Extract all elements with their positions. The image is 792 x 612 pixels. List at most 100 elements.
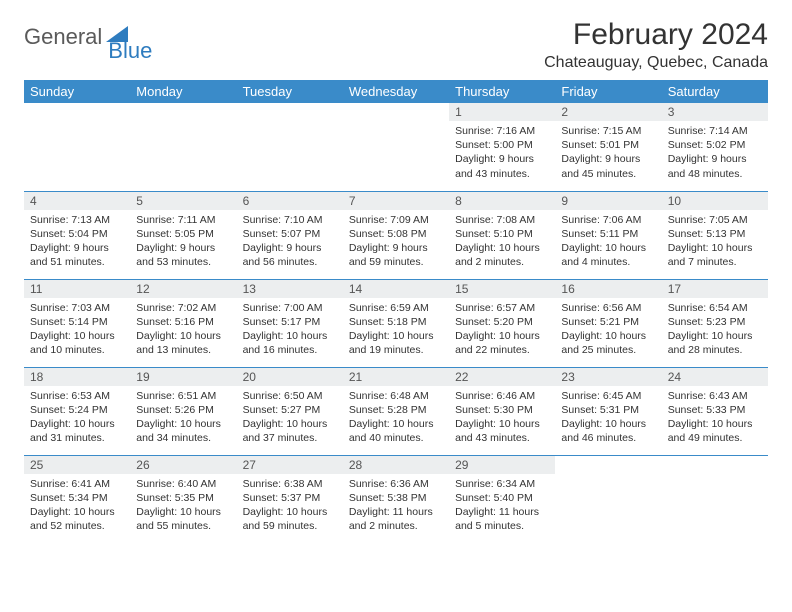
day-details: Sunrise: 6:45 AMSunset: 5:31 PMDaylight:…	[555, 386, 661, 450]
daylight-text: Daylight: 10 hours and 37 minutes.	[243, 417, 337, 445]
sunrise-text: Sunrise: 7:05 AM	[668, 213, 762, 227]
sunrise-text: Sunrise: 6:59 AM	[349, 301, 443, 315]
calendar-week-row: 18 Sunrise: 6:53 AMSunset: 5:24 PM Dayligh…	[24, 367, 768, 455]
day-number: 3	[662, 103, 768, 121]
weekday-header: Sunday	[24, 80, 130, 103]
day-number: 6	[237, 192, 343, 210]
day-details: Sunrise: 6:50 AMSunset: 5:27 PMDaylight:…	[237, 386, 343, 450]
month-title: February 2024	[544, 18, 768, 52]
sunrise-text: Sunrise: 7:08 AM	[455, 213, 549, 227]
calendar-day-cell: 18Sunrise: 6:53 AMSunset: 5:24 PMDayligh…	[24, 367, 130, 455]
day-number: 28	[343, 456, 449, 474]
day-details: Sunrise: 6:59 AMSunset: 5:18 PMDaylight:…	[343, 298, 449, 362]
sunset-text: Sunset: 5:21 PM	[561, 315, 655, 329]
sunset-text: Sunset: 5:33 PM	[668, 403, 762, 417]
sunset-text: Sunset: 5:01 PM	[561, 138, 655, 152]
daylight-text: Daylight: 10 hours and 13 minutes.	[136, 329, 230, 357]
sunrise-text: Sunrise: 6:34 AM	[455, 477, 549, 491]
day-details: Sunrise: 7:14 AMSunset: 5:02 PMDaylight:…	[662, 121, 768, 185]
daylight-text: Daylight: 10 hours and 4 minutes.	[561, 241, 655, 269]
sunset-text: Sunset: 5:34 PM	[30, 491, 124, 505]
logo: General Blue	[24, 18, 152, 50]
day-details: Sunrise: 7:08 AMSunset: 5:10 PMDaylight:…	[449, 210, 555, 274]
daylight-text: Daylight: 10 hours and 7 minutes.	[668, 241, 762, 269]
day-number: 26	[130, 456, 236, 474]
sunset-text: Sunset: 5:10 PM	[455, 227, 549, 241]
weekday-header: Friday	[555, 80, 661, 103]
day-number: 18	[24, 368, 130, 386]
day-number: 17	[662, 280, 768, 298]
calendar-day-cell: 22Sunrise: 6:46 AMSunset: 5:30 PMDayligh…	[449, 367, 555, 455]
calendar-day-cell: 24Sunrise: 6:43 AMSunset: 5:33 PMDayligh…	[662, 367, 768, 455]
day-details: Sunrise: 7:10 AMSunset: 5:07 PMDaylight:…	[237, 210, 343, 274]
calendar-table: Sunday Monday Tuesday Wednesday Thursday…	[24, 80, 768, 543]
calendar-week-row: 25Sunrise: 6:41 AMSunset: 5:34 PMDayligh…	[24, 455, 768, 543]
day-number: 5	[130, 192, 236, 210]
day-number: 14	[343, 280, 449, 298]
sunset-text: Sunset: 5:04 PM	[30, 227, 124, 241]
calendar-day-cell	[24, 103, 130, 191]
day-details: Sunrise: 6:40 AMSunset: 5:35 PMDaylight:…	[130, 474, 236, 538]
daylight-text: Daylight: 9 hours and 45 minutes.	[561, 152, 655, 180]
day-number: 16	[555, 280, 661, 298]
sunrise-text: Sunrise: 6:48 AM	[349, 389, 443, 403]
sunset-text: Sunset: 5:08 PM	[349, 227, 443, 241]
sunrise-text: Sunrise: 6:43 AM	[668, 389, 762, 403]
sunrise-text: Sunrise: 7:09 AM	[349, 213, 443, 227]
calendar-day-cell: 4Sunrise: 7:13 AMSunset: 5:04 PMDaylight…	[24, 191, 130, 279]
calendar-day-cell: 15Sunrise: 6:57 AMSunset: 5:20 PMDayligh…	[449, 279, 555, 367]
sunrise-text: Sunrise: 6:38 AM	[243, 477, 337, 491]
sunset-text: Sunset: 5:13 PM	[668, 227, 762, 241]
calendar-day-cell: 7Sunrise: 7:09 AMSunset: 5:08 PMDaylight…	[343, 191, 449, 279]
sunrise-text: Sunrise: 7:14 AM	[668, 124, 762, 138]
sunrise-text: Sunrise: 7:03 AM	[30, 301, 124, 315]
day-details: Sunrise: 7:16 AMSunset: 5:00 PMDaylight:…	[449, 121, 555, 185]
sunrise-text: Sunrise: 6:53 AM	[30, 389, 124, 403]
daylight-text: Daylight: 10 hours and 19 minutes.	[349, 329, 443, 357]
day-number: 20	[237, 368, 343, 386]
title-block: February 2024 Chateauguay, Quebec, Canad…	[544, 18, 768, 72]
sunrise-text: Sunrise: 7:06 AM	[561, 213, 655, 227]
weekday-header-row: Sunday Monday Tuesday Wednesday Thursday…	[24, 80, 768, 103]
calendar-day-cell: 23Sunrise: 6:45 AMSunset: 5:31 PMDayligh…	[555, 367, 661, 455]
day-details: Sunrise: 7:11 AMSunset: 5:05 PMDaylight:…	[130, 210, 236, 274]
day-details: Sunrise: 6:41 AMSunset: 5:34 PMDaylight:…	[24, 474, 130, 538]
daylight-text: Daylight: 10 hours and 49 minutes.	[668, 417, 762, 445]
day-number: 1	[449, 103, 555, 121]
daylight-text: Daylight: 11 hours and 2 minutes.	[349, 505, 443, 533]
day-details: Sunrise: 6:48 AMSunset: 5:28 PMDaylight:…	[343, 386, 449, 450]
sunrise-text: Sunrise: 6:41 AM	[30, 477, 124, 491]
calendar-day-cell: 3Sunrise: 7:14 AMSunset: 5:02 PMDaylight…	[662, 103, 768, 191]
calendar-day-cell: 1Sunrise: 7:16 AMSunset: 5:00 PMDaylight…	[449, 103, 555, 191]
calendar-body: 1Sunrise: 7:16 AMSunset: 5:00 PMDaylight…	[24, 103, 768, 543]
day-details: Sunrise: 7:15 AMSunset: 5:01 PMDaylight:…	[555, 121, 661, 185]
sunset-text: Sunset: 5:05 PM	[136, 227, 230, 241]
daylight-text: Daylight: 10 hours and 59 minutes.	[243, 505, 337, 533]
sunrise-text: Sunrise: 7:11 AM	[136, 213, 230, 227]
sunset-text: Sunset: 5:37 PM	[243, 491, 337, 505]
calendar-day-cell: 20Sunrise: 6:50 AMSunset: 5:27 PMDayligh…	[237, 367, 343, 455]
calendar-day-cell: 2Sunrise: 7:15 AMSunset: 5:01 PMDaylight…	[555, 103, 661, 191]
sunrise-text: Sunrise: 6:57 AM	[455, 301, 549, 315]
sunset-text: Sunset: 5:23 PM	[668, 315, 762, 329]
calendar-day-cell: 9Sunrise: 7:06 AMSunset: 5:11 PMDaylight…	[555, 191, 661, 279]
day-number: 2	[555, 103, 661, 121]
daylight-text: Daylight: 10 hours and 34 minutes.	[136, 417, 230, 445]
sunset-text: Sunset: 5:28 PM	[349, 403, 443, 417]
day-number: 15	[449, 280, 555, 298]
calendar-day-cell: 16Sunrise: 6:56 AMSunset: 5:21 PMDayligh…	[555, 279, 661, 367]
calendar-week-row: 1Sunrise: 7:16 AMSunset: 5:00 PMDaylight…	[24, 103, 768, 191]
header-row: General Blue February 2024 Chateauguay, …	[24, 18, 768, 72]
sunrise-text: Sunrise: 7:10 AM	[243, 213, 337, 227]
day-number: 29	[449, 456, 555, 474]
sunset-text: Sunset: 5:02 PM	[668, 138, 762, 152]
sunset-text: Sunset: 5:20 PM	[455, 315, 549, 329]
daylight-text: Daylight: 10 hours and 16 minutes.	[243, 329, 337, 357]
daylight-text: Daylight: 10 hours and 43 minutes.	[455, 417, 549, 445]
day-details: Sunrise: 6:34 AMSunset: 5:40 PMDaylight:…	[449, 474, 555, 538]
logo-text-general: General	[24, 24, 102, 50]
day-number: 21	[343, 368, 449, 386]
day-details: Sunrise: 6:54 AMSunset: 5:23 PMDaylight:…	[662, 298, 768, 362]
sunset-text: Sunset: 5:24 PM	[30, 403, 124, 417]
sunrise-text: Sunrise: 7:15 AM	[561, 124, 655, 138]
